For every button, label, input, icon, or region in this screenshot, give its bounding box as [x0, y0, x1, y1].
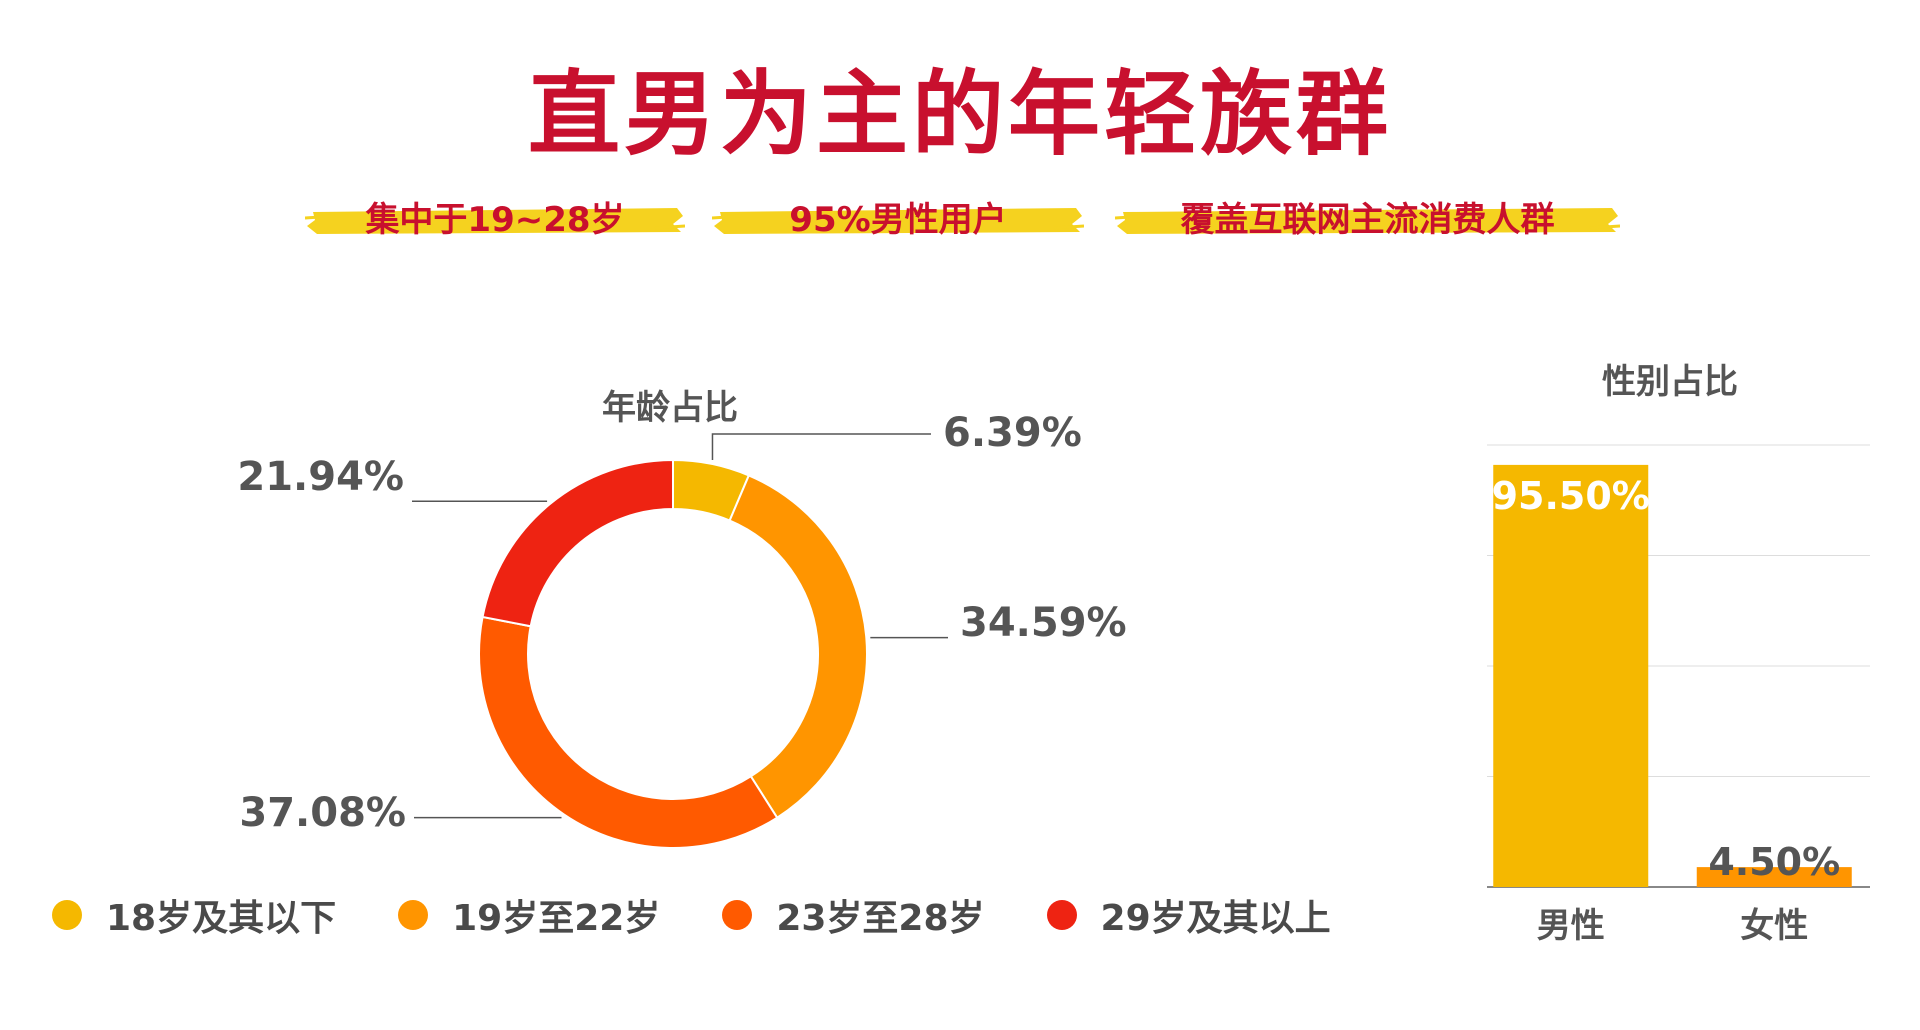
bar	[1493, 464, 1649, 887]
slice-data-label: 37.08%	[239, 790, 406, 836]
legend-item: 19岁至22岁	[398, 889, 660, 941]
gender-chart-title: 性别占比	[1602, 362, 1738, 402]
brush-stroke-decoration	[1115, 208, 1620, 234]
legend-swatch	[398, 900, 429, 930]
bar-data-label: 95.50%	[1492, 474, 1650, 518]
slice-data-label: 21.94%	[237, 454, 404, 500]
age-legend: 18岁及其以下 19岁至22岁 23岁至28岁 29岁及其以上	[52, 890, 1331, 940]
donut-slice	[478, 615, 779, 849]
slice-data-label: 6.39%	[943, 410, 1082, 456]
legend-item: 23岁至28岁	[722, 889, 985, 941]
x-tick-label: 男性	[1537, 906, 1605, 946]
legend-label: 29岁及其以上	[1100, 898, 1331, 939]
page-title: 直男为主的年轻族群	[527, 61, 1392, 168]
legend-swatch	[1046, 900, 1077, 930]
bar-data-label: 4.50%	[1708, 840, 1840, 884]
tag-label: 95%男性用户	[789, 200, 1007, 240]
legend-label: 19岁至22岁	[452, 898, 661, 939]
legend-item: 18岁及其以下	[52, 889, 336, 941]
donut-slice	[481, 458, 674, 628]
brush-stroke-decoration	[712, 208, 1084, 234]
legend-label: 18岁及其以下	[106, 898, 337, 939]
tag-coverage: 覆盖互联网主流消费人群	[1115, 198, 1620, 242]
donut-slice	[728, 474, 868, 820]
bar	[1696, 867, 1852, 887]
legend-swatch	[52, 900, 82, 930]
legend-swatch	[722, 900, 753, 930]
slice-data-label: 34.59%	[960, 600, 1127, 646]
tag-label: 集中于19~28岁	[365, 200, 625, 240]
age-chart-title: 年龄占比	[602, 388, 738, 428]
x-tick-label: 女性	[1740, 906, 1808, 946]
brush-stroke-decoration	[305, 208, 685, 234]
tag-male: 95%男性用户	[712, 198, 1084, 242]
legend-item: 29岁及其以上	[1046, 889, 1331, 941]
legend-label: 23岁至28岁	[776, 898, 985, 939]
tag-label: 覆盖互联网主流消费人群	[1180, 200, 1555, 240]
tag-age: 集中于19~28岁	[305, 198, 685, 242]
leader-line	[711, 433, 931, 460]
